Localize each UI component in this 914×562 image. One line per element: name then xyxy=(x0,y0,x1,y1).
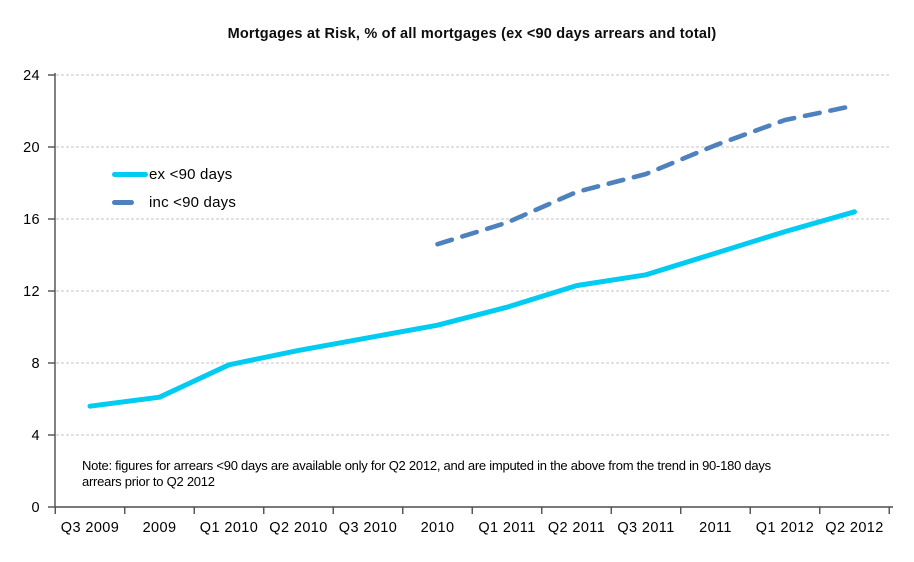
legend-label-ex-90-days: ex <90 days xyxy=(149,165,233,183)
y-tick-label: 16 xyxy=(23,212,40,228)
x-tick-label: Q1 2010 xyxy=(200,520,258,536)
series-line-ex-90-days xyxy=(87,209,857,409)
y-tick-label: 12 xyxy=(23,284,40,300)
x-tick-label: 2010 xyxy=(421,520,455,536)
ex-90-days-line-icon xyxy=(112,171,148,177)
chart-note-line-2: arrears prior to Q2 2012 xyxy=(82,474,215,489)
x-tick-label: Q3 2011 xyxy=(617,520,674,536)
y-tick-label: 4 xyxy=(32,428,40,444)
x-tick-label: Q3 2010 xyxy=(339,520,397,536)
x-tick-label: Q2 2010 xyxy=(269,520,327,536)
x-tick-label: Q1 2012 xyxy=(756,520,814,536)
y-tick-label: 20 xyxy=(23,140,40,156)
legend: ex <90 days inc <90 days xyxy=(112,160,236,216)
x-tick-label: 2011 xyxy=(699,520,732,536)
x-tick-label: Q3 2009 xyxy=(61,520,119,536)
chart-title: Mortgages at Risk, % of all mortgages (e… xyxy=(227,26,717,42)
ex-90-days-line-sample-box xyxy=(112,171,149,177)
series-line-inc-90-days xyxy=(435,103,857,247)
legend-label-inc-90-days: inc <90 days xyxy=(149,193,237,211)
x-tick-label: 2009 xyxy=(143,520,177,536)
chart-note-line-1: Note: figures for arrears <90 days are a… xyxy=(82,458,771,473)
inc-90-days-line-sample-box xyxy=(112,199,149,205)
inc-90-days-line-icon xyxy=(112,199,134,205)
x-tick-label: Q1 2011 xyxy=(478,520,535,536)
y-tick-label: 8 xyxy=(32,356,40,372)
y-tick-label: 0 xyxy=(32,500,40,516)
x-tick-label: Q2 2012 xyxy=(825,520,883,536)
legend-item-ex-90-days: ex <90 days xyxy=(112,160,236,188)
y-tick-label: 24 xyxy=(23,68,40,84)
chart-note: Note: figures for arrears <90 days are a… xyxy=(82,458,771,490)
x-tick-label: Q2 2011 xyxy=(548,520,605,536)
legend-item-inc-90-days: inc <90 days xyxy=(112,188,236,216)
